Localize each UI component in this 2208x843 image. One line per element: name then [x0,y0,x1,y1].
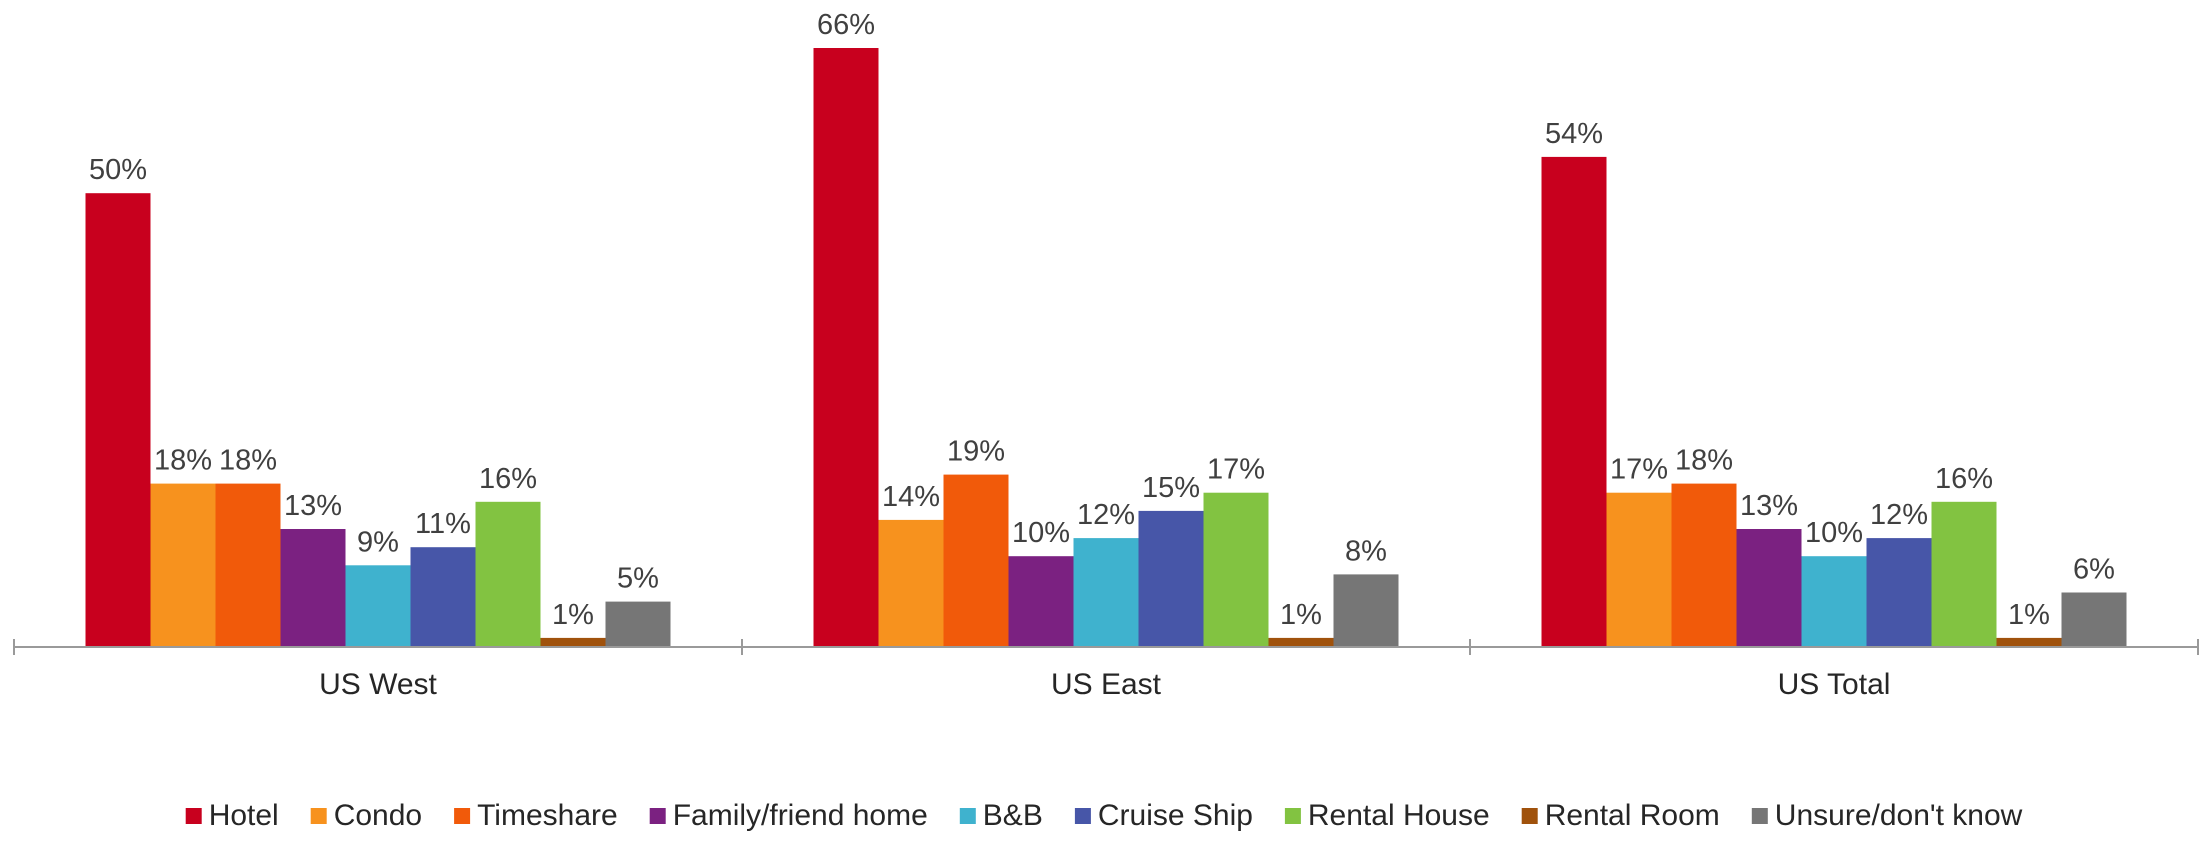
legend-label-b-b: B&B [983,799,1043,832]
bar-us-west-rental-house [475,501,541,647]
bar-us-west-condo [150,483,216,647]
data-label-us-west-hotel: 50% [89,154,147,186]
legend-item-timeshare: Timeshare [454,799,618,832]
bar-us-west-b-b [345,565,411,647]
legend-label-unsure-don-t-know: Unsure/don't know [1775,799,2023,832]
data-label-us-east-family-friend-home: 10% [1012,517,1070,549]
category-label-us-west: US West [319,668,437,701]
legend-swatch-unsure-don-t-know [1751,808,1768,824]
bar-us-east-family-friend-home [1008,556,1074,647]
legend-swatch-timeshare [454,808,471,824]
data-label-us-west-condo: 18% [154,445,212,477]
data-label-us-east-condo: 14% [882,481,940,513]
bar-us-west-rental-room [540,637,606,647]
bar-us-east-rental-house [1203,492,1269,647]
data-label-us-west-rental-room: 1% [552,599,594,631]
data-label-us-total-condo: 17% [1610,454,1668,486]
legend-item-rental-house: Rental House [1284,799,1490,832]
legend-swatch-b-b [959,808,976,824]
data-label-us-west-b-b: 9% [357,526,399,558]
data-label-us-total-hotel: 54% [1545,118,1603,150]
legend-swatch-rental-house [1284,808,1301,824]
legend-item-unsure-don-t-know: Unsure/don't know [1751,799,2023,832]
data-label-us-total-rental-room: 1% [2008,599,2050,631]
data-label-us-total-timeshare: 18% [1675,445,1733,477]
data-label-us-east-b-b: 12% [1077,499,1135,531]
data-label-us-total-family-friend-home: 13% [1740,490,1798,522]
data-label-us-total-unsure-don-t-know: 6% [2073,554,2115,586]
bar-us-total-cruise-ship [1866,538,1932,647]
bar-us-total-rental-room [1996,637,2062,647]
data-label-us-east-hotel: 66% [817,9,875,41]
legend-label-timeshare: Timeshare [477,799,618,832]
legend-label-family-friend-home: Family/friend home [673,799,928,832]
legend-item-family-friend-home: Family/friend home [649,799,928,832]
bar-us-west-cruise-ship [410,547,476,647]
bar-us-east-unsure-don-t-know [1333,574,1399,647]
legend-item-condo: Condo [310,799,422,832]
legend-swatch-family-friend-home [649,808,666,824]
bar-us-total-rental-house [1931,501,1997,647]
x-axis: US West US East US Total [13,639,2199,701]
category-label-us-total: US Total [1778,668,1891,701]
data-label-us-east-rental-room: 1% [1280,599,1322,631]
data-label-us-east-rental-house: 17% [1207,454,1265,486]
bar-us-total-family-friend-home [1736,529,1802,647]
bar-us-total-b-b [1801,556,1867,647]
data-label-us-west-unsure-don-t-know: 5% [617,563,659,595]
legend: Hotel Condo Timeshare Family/friend home B&B… [185,799,2023,832]
bar-us-west-unsure-don-t-know [605,601,671,647]
legend-swatch-rental-room [1521,808,1538,824]
bar-us-east-condo [878,519,944,647]
data-label-us-west-rental-house: 16% [479,463,537,495]
bar-us-total-unsure-don-t-know [2061,592,2127,647]
legend-item-hotel: Hotel [185,799,279,832]
bar-us-west-family-friend-home [280,529,346,647]
category-label-us-east: US East [1051,668,1162,701]
bar-us-east-b-b [1073,538,1139,647]
bar-us-east-hotel [813,48,879,647]
data-label-us-total-rental-house: 16% [1935,463,1993,495]
legend-label-hotel: Hotel [209,799,279,832]
data-label-us-west-cruise-ship: 11% [415,508,471,540]
legend-label-rental-room: Rental Room [1545,799,1720,832]
bar-us-east-rental-room [1268,637,1334,647]
bar-us-total-hotel [1541,156,1607,647]
legend-swatch-hotel [185,808,202,824]
bar-us-west-hotel [85,193,151,647]
legend-item-b-b: B&B [959,799,1043,832]
legend-label-cruise-ship: Cruise Ship [1098,799,1253,832]
legend-label-condo: Condo [334,799,422,832]
bar-us-east-cruise-ship [1138,510,1204,647]
legend-swatch-condo [310,808,327,824]
data-label-us-west-family-friend-home: 13% [284,490,342,522]
data-label-us-total-b-b: 10% [1805,517,1863,549]
data-label-us-west-timeshare: 18% [219,445,277,477]
bars-layer: 50%18% 18%13%9%11%16%1%5%66%14%19%10%12%1… [85,9,2127,647]
legend-label-rental-house: Rental House [1308,799,1490,832]
bar-us-east-timeshare [943,474,1009,647]
legend-item-cruise-ship: Cruise Ship [1074,799,1253,832]
legend-swatch-cruise-ship [1074,808,1091,824]
data-label-us-east-unsure-don-t-know: 8% [1345,535,1387,567]
legend-item-rental-room: Rental Room [1521,799,1720,832]
data-label-us-east-cruise-ship: 15% [1142,472,1200,504]
data-label-us-total-cruise-ship: 12% [1870,499,1928,531]
data-label-us-east-timeshare: 19% [947,436,1005,468]
bar-us-west-timeshare [215,483,281,647]
bar-us-total-timeshare [1671,483,1737,647]
bar-us-total-condo [1606,492,1672,647]
